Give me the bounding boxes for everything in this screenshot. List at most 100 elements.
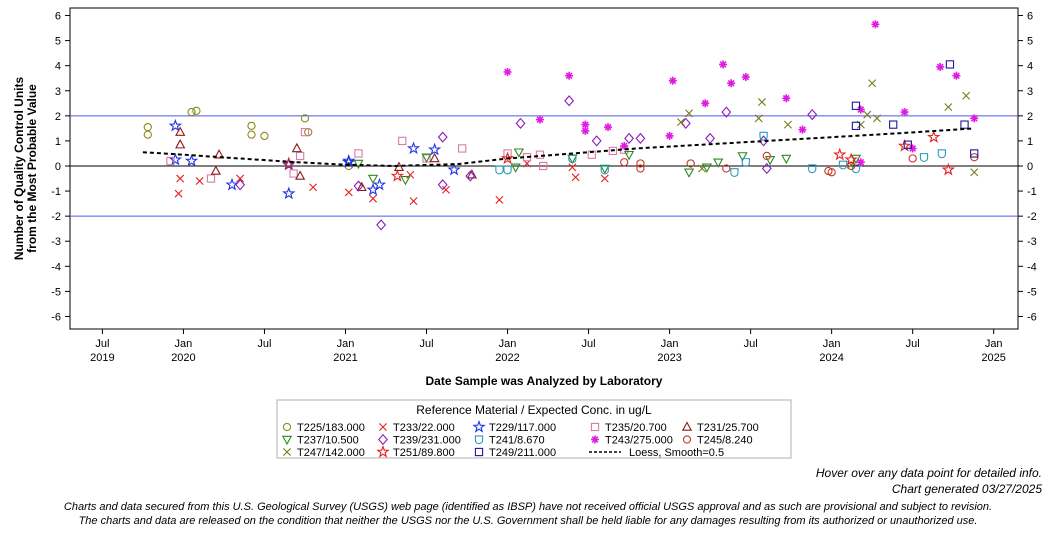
data-point-series-9 [636,164,645,173]
data-point-series-6 [465,170,476,182]
x-tick-year: 2025 [981,352,1005,364]
x-tick-label: Jul [95,338,109,350]
y-tick-label-right: 2 [1027,111,1033,123]
disclaimer-line-2: The charts and data are released on the … [78,515,978,527]
data-point-series-10 [868,79,877,88]
y-tick-label-right: -1 [1027,186,1037,198]
legend-label: T241/8.670 [489,435,545,447]
y-tick-label-right: -6 [1027,311,1037,323]
data-point-series-11 [833,147,847,161]
x-tick-year: 2021 [333,352,357,364]
data-point-series-11 [844,152,858,166]
legend-item: T245/8.240 [682,435,753,447]
data-point-series-8 [701,99,710,108]
data-point-series-10 [962,91,971,100]
data-point-series-2 [406,141,421,155]
plot-frame [69,7,1019,330]
data-point-series-3 [354,149,363,158]
data-point-series-10 [754,114,763,123]
data-point-series-5 [701,163,712,173]
legend-marker [681,421,693,431]
data-point-series-8 [727,79,736,88]
data-point-series-10 [676,118,685,127]
x-tick-year: 2019 [90,352,114,364]
legend-marker [472,419,486,433]
data-point-series-4 [429,152,440,163]
qc-scatter-chart: -6 -6 -5 -5 -4 -4 -3 -3 -2 -2 -1 -1 0 0 1 1 2 2 3 3 4 4 5 5 6 6 Ju… [12,7,1037,459]
data-point-series-3 [289,169,298,178]
legend-label: T229/117.000 [489,422,556,434]
legend-label: T235/20.700 [605,422,667,434]
data-point-series-7 [568,154,577,164]
legend-item: T241/8.670 [474,435,545,447]
x-tick-label: Jul [906,338,920,350]
data-point-series-11 [927,130,941,143]
data-point-series-7 [495,165,504,175]
data-point-series-0 [143,130,152,139]
data-point-series-10 [685,109,694,118]
legend-marker [376,444,390,458]
data-point-series-5 [850,154,862,165]
legend-item: T229/117.000 [472,419,556,434]
legend-marker [590,422,600,432]
legend-label: T239/231.000 [393,435,461,447]
data-point-series-1 [176,174,185,183]
data-point-series-5 [713,158,724,168]
data-point-series-8 [665,131,674,140]
data-point-series-8 [581,126,590,135]
data-point-series-4 [356,181,367,192]
data-point-series-1 [236,174,245,183]
data-point-series-0 [143,122,152,132]
data-point-series-6 [235,179,246,191]
hover-note: Hover over any data point for detailed i… [815,466,1042,480]
data-point-series-8 [900,108,909,117]
data-point-series-3 [539,161,548,171]
data-point-series-0 [260,131,269,141]
data-point-series-4 [294,170,306,180]
legend-marker [591,435,599,444]
data-point-series-10 [863,110,872,119]
data-point-series-3 [503,149,512,158]
data-point-series-10 [783,120,792,129]
data-point-series-8 [719,60,728,69]
data-point-series-6 [721,106,732,118]
legend-item: T225/183.000 [282,422,365,434]
data-point-series-7 [838,160,848,170]
legend-label: T251/89.800 [393,447,455,459]
data-point-series-8 [782,94,791,103]
data-point-series-2 [427,142,442,156]
data-point-series-1 [309,183,318,192]
x-tick-label: Jul [582,338,596,350]
data-point-series-5 [623,150,635,161]
y-tick-label-left: 6 [55,11,61,23]
data-point-series-6 [705,132,716,145]
data-point-series-6 [761,162,772,175]
x-tick-label: Jul [744,338,758,350]
y-tick-label-right: -2 [1027,211,1037,223]
loess-smooth-line [142,127,975,168]
data-point-series-9 [686,159,695,168]
y-tick-label-left: 2 [55,111,61,123]
data-point-series-2 [282,186,296,200]
data-point-series-0 [187,107,196,117]
data-point-series-2 [168,152,183,166]
data-point-series-3 [458,144,467,153]
data-point-series-1 [495,195,504,204]
data-point-series-4 [175,139,186,149]
data-point-series-6 [624,132,635,145]
data-point-series-0 [247,130,256,139]
data-point-series-5 [781,154,792,165]
generated-note: Chart generated 03/27/2025 [891,482,1042,496]
data-point-series-7 [937,149,946,159]
data-point-series-6 [353,180,364,192]
data-point-series-3 [535,150,545,159]
legend-label: T237/10.500 [297,435,359,447]
legend-marker [379,423,387,431]
legend-marker [378,433,388,446]
data-point-series-9 [722,164,731,173]
legend-marker [281,435,293,446]
data-point-series-8 [503,67,512,76]
data-point-series-5 [599,164,610,175]
y-tick-label-right: -4 [1027,261,1037,273]
data-point-series-2 [168,118,183,132]
